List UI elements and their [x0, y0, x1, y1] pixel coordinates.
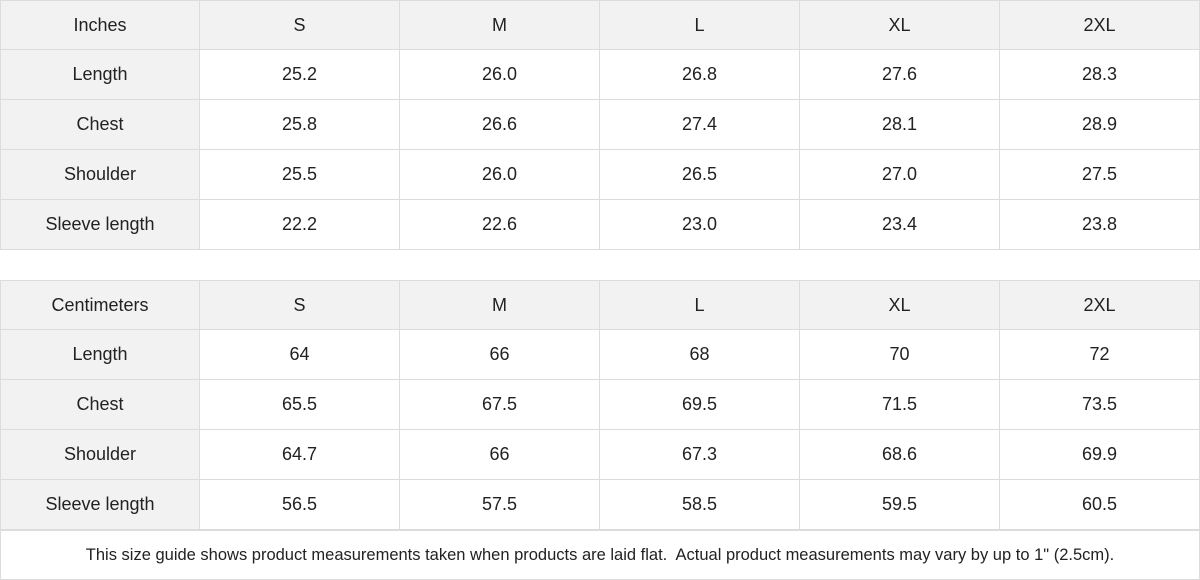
- value-cell: 67.3: [600, 430, 800, 480]
- value-cell: 28.1: [800, 100, 1000, 150]
- value-cell: 25.5: [200, 150, 400, 200]
- value-cell: 26.0: [400, 150, 600, 200]
- value-cell: 69.5: [600, 380, 800, 430]
- value-cell: 26.5: [600, 150, 800, 200]
- row-label: Sleeve length: [0, 480, 200, 530]
- value-cell: 73.5: [1000, 380, 1200, 430]
- value-cell: 57.5: [400, 480, 600, 530]
- header-cell: Inches: [0, 0, 200, 50]
- row-label: Sleeve length: [0, 200, 200, 250]
- value-cell: 65.5: [200, 380, 400, 430]
- header-cell: S: [200, 0, 400, 50]
- value-cell: 72: [1000, 330, 1200, 380]
- value-cell: 27.5: [1000, 150, 1200, 200]
- value-cell: 66: [400, 430, 600, 480]
- row-label: Length: [0, 50, 200, 100]
- header-cell: M: [400, 0, 600, 50]
- row-label: Shoulder: [0, 430, 200, 480]
- value-cell: 26.6: [400, 100, 600, 150]
- header-cell: Centimeters: [0, 280, 200, 330]
- header-cell: 2XL: [1000, 280, 1200, 330]
- value-cell: 69.9: [1000, 430, 1200, 480]
- value-cell: 59.5: [800, 480, 1000, 530]
- value-cell: 70: [800, 330, 1000, 380]
- row-label: Chest: [0, 100, 200, 150]
- header-cell: M: [400, 280, 600, 330]
- header-cell: L: [600, 280, 800, 330]
- header-cell: L: [600, 0, 800, 50]
- row-label: Length: [0, 330, 200, 380]
- header-cell: XL: [800, 0, 1000, 50]
- row-label: Chest: [0, 380, 200, 430]
- value-cell: 27.4: [600, 100, 800, 150]
- value-cell: 26.8: [600, 50, 800, 100]
- value-cell: 56.5: [200, 480, 400, 530]
- header-cell: XL: [800, 280, 1000, 330]
- value-cell: 64.7: [200, 430, 400, 480]
- value-cell: 66: [400, 330, 600, 380]
- value-cell: 25.2: [200, 50, 400, 100]
- value-cell: 68: [600, 330, 800, 380]
- value-cell: 64: [200, 330, 400, 380]
- value-cell: 68.6: [800, 430, 1000, 480]
- value-cell: 60.5: [1000, 480, 1200, 530]
- value-cell: 23.0: [600, 200, 800, 250]
- value-cell: 27.6: [800, 50, 1000, 100]
- value-cell: 28.9: [1000, 100, 1200, 150]
- value-cell: 22.6: [400, 200, 600, 250]
- value-cell: 22.2: [200, 200, 400, 250]
- value-cell: 71.5: [800, 380, 1000, 430]
- value-cell: 25.8: [200, 100, 400, 150]
- header-cell: 2XL: [1000, 0, 1200, 50]
- value-cell: 58.5: [600, 480, 800, 530]
- value-cell: 67.5: [400, 380, 600, 430]
- value-cell: 28.3: [1000, 50, 1200, 100]
- row-label: Shoulder: [0, 150, 200, 200]
- value-cell: 27.0: [800, 150, 1000, 200]
- value-cell: 23.4: [800, 200, 1000, 250]
- note: This size guide shows product measuremen…: [0, 530, 1200, 580]
- value-cell: 23.8: [1000, 200, 1200, 250]
- header-cell: S: [200, 280, 400, 330]
- value-cell: 26.0: [400, 50, 600, 100]
